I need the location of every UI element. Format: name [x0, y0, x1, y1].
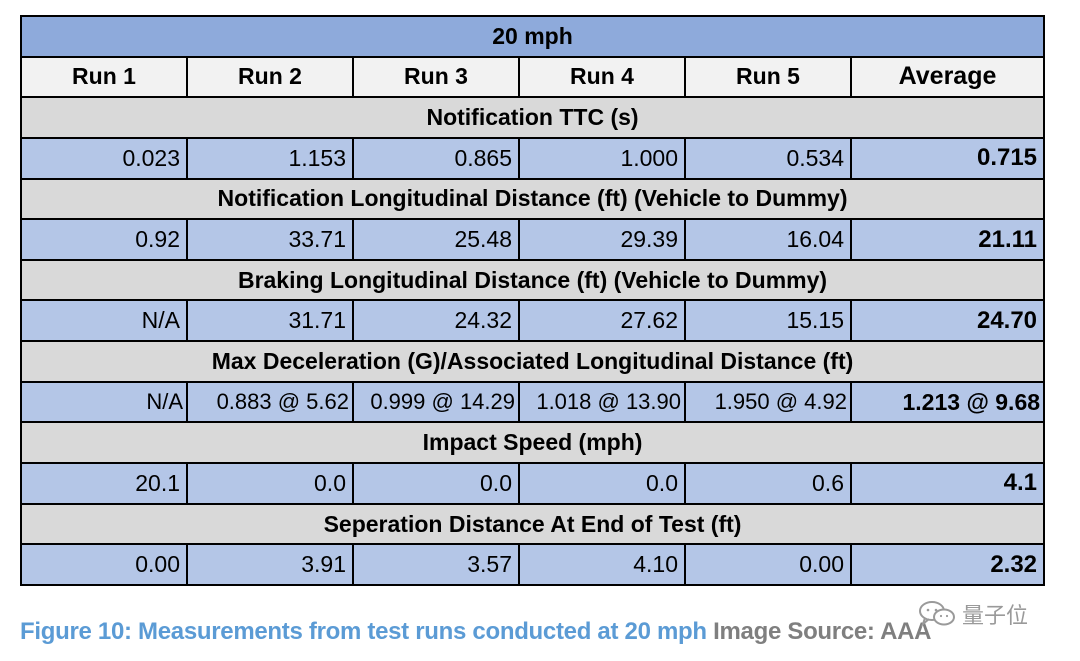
cell-run-1: N/A — [20, 380, 188, 424]
table-row: 0.92 33.71 25.48 29.39 16.04 21.11 — [20, 218, 1046, 261]
section-header-row: Impact Speed (mph) — [19, 421, 1046, 465]
watermark: 量子位 — [918, 598, 1028, 630]
cell-run-5: 0.534 — [684, 136, 852, 180]
cell-average: 4.1 — [849, 462, 1046, 505]
column-header-run-1: Run 1 — [20, 55, 188, 99]
cell-run-2: 3.91 — [186, 543, 354, 586]
table-row: N/A 0.883 @ 5.62 0.999 @ 14.29 1.018 @ 1… — [20, 380, 1046, 424]
cell-run-4: 1.000 — [518, 136, 686, 180]
cell-average: 21.11 — [849, 218, 1046, 261]
table-title-row: 20 mph — [19, 15, 1046, 58]
caption-figure-text: Figure 10: Measurements from test runs c… — [20, 618, 707, 645]
cell-run-1: 20.1 — [20, 462, 188, 505]
section-header-row: Notification TTC (s) — [19, 96, 1046, 139]
cell-run-4: 27.62 — [518, 299, 686, 343]
section-label: Seperation Distance At End of Test (ft) — [19, 502, 1046, 546]
cell-run-1: 0.00 — [20, 543, 188, 586]
results-table: 20 mph Run 1 Run 2 Run 3 Run 4 Run 5 Ave… — [19, 15, 1046, 586]
section-label: Braking Longitudinal Distance (ft) (Vehi… — [19, 258, 1046, 302]
cell-average: 1.213 @ 9.68 — [849, 380, 1046, 424]
column-header-run-5: Run 5 — [684, 55, 852, 99]
cell-run-3: 3.57 — [352, 543, 520, 586]
cell-run-1: N/A — [20, 299, 188, 343]
cell-run-2: 0.0 — [186, 462, 354, 505]
cell-average: 0.715 — [849, 136, 1046, 180]
section-label: Notification Longitudinal Distance (ft) … — [19, 177, 1046, 221]
cell-run-3: 0.999 @ 14.29 — [352, 380, 520, 424]
section-label: Impact Speed (mph) — [19, 421, 1046, 465]
section-header-row: Max Deceleration (G)/Associated Longitud… — [19, 340, 1046, 383]
cell-run-2: 1.153 — [186, 136, 354, 180]
caption-source-text: Image Source: AAA — [706, 618, 932, 645]
column-header-run-4: Run 4 — [518, 55, 686, 99]
table-row: 20.1 0.0 0.0 0.0 0.6 4.1 — [20, 462, 1046, 505]
table-row: N/A 31.71 24.32 27.62 15.15 24.70 — [20, 299, 1046, 343]
column-header-run-2: Run 2 — [186, 55, 354, 99]
table-row: 0.023 1.153 0.865 1.000 0.534 0.715 — [20, 136, 1046, 180]
column-header-row: Run 1 Run 2 Run 3 Run 4 Run 5 Average — [20, 55, 1046, 99]
section-header-row: Seperation Distance At End of Test (ft) — [19, 502, 1046, 546]
cell-average: 2.32 — [849, 543, 1046, 586]
cell-run-1: 0.023 — [20, 136, 188, 180]
cell-run-4: 0.0 — [518, 462, 686, 505]
column-header-run-3: Run 3 — [352, 55, 520, 99]
cell-run-3: 24.32 — [352, 299, 520, 343]
section-label: Notification TTC (s) — [19, 96, 1046, 139]
cell-run-5: 1.950 @ 4.92 — [684, 380, 852, 424]
wechat-icon — [918, 599, 956, 629]
cell-run-2: 33.71 — [186, 218, 354, 261]
section-header-row: Braking Longitudinal Distance (ft) (Vehi… — [19, 258, 1046, 302]
cell-run-5: 15.15 — [684, 299, 852, 343]
cell-run-5: 0.00 — [684, 543, 852, 586]
cell-run-4: 1.018 @ 13.90 — [518, 380, 686, 424]
cell-run-3: 0.0 — [352, 462, 520, 505]
section-header-row: Notification Longitudinal Distance (ft) … — [19, 177, 1046, 221]
cell-run-5: 16.04 — [684, 218, 852, 261]
cell-average: 24.70 — [849, 299, 1046, 343]
figure-caption: Figure 10: Measurements from test runs c… — [20, 618, 932, 646]
cell-run-4: 29.39 — [518, 218, 686, 261]
table-row: 0.00 3.91 3.57 4.10 0.00 2.32 — [20, 543, 1046, 586]
cell-run-2: 31.71 — [186, 299, 354, 343]
cell-run-3: 25.48 — [352, 218, 520, 261]
cell-run-3: 0.865 — [352, 136, 520, 180]
cell-run-4: 4.10 — [518, 543, 686, 586]
section-label: Max Deceleration (G)/Associated Longitud… — [19, 340, 1046, 383]
cell-run-1: 0.92 — [20, 218, 188, 261]
column-header-average: Average — [849, 55, 1046, 99]
cell-run-5: 0.6 — [684, 462, 852, 505]
watermark-text: 量子位 — [962, 604, 1029, 629]
table-title: 20 mph — [19, 15, 1046, 58]
cell-run-2: 0.883 @ 5.62 — [186, 380, 354, 424]
